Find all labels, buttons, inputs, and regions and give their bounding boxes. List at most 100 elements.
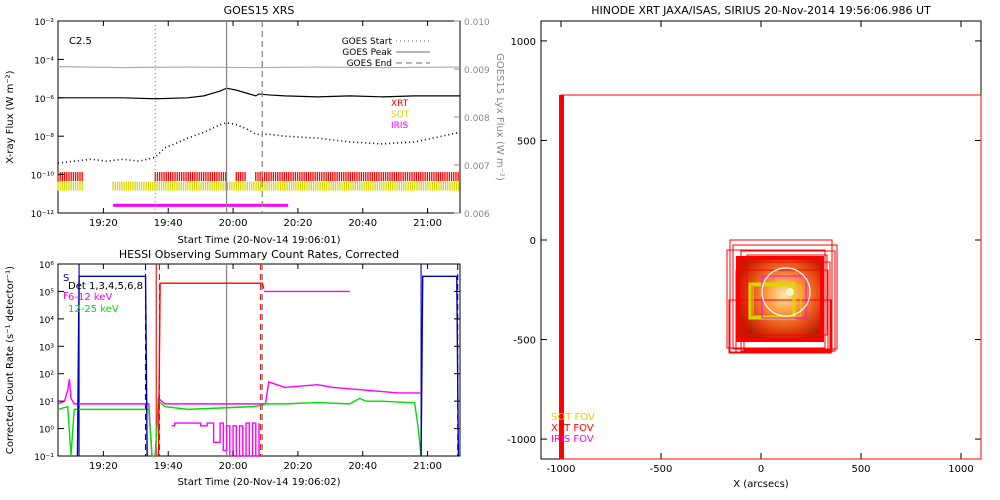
xrt-fov-box — [736, 256, 824, 342]
xrt-fov-box — [735, 269, 829, 353]
goes-y2tick-label: 0.010 — [464, 18, 490, 28]
hessi-legend-high: 12-25 keV — [68, 304, 119, 315]
xrt-fov-edge — [559, 95, 564, 459]
goes-y2label: GOES15 Lyx Flux (W m⁻²) — [494, 53, 505, 181]
goes-series-group — [57, 21, 461, 213]
goes-ytick-label: 10⁻⁸ — [34, 133, 54, 143]
goes-instrument-label: IRIS — [391, 121, 409, 131]
hessi-ytick-label: 10³ — [39, 343, 54, 353]
goes-ytick-label: 10⁻² — [34, 18, 54, 28]
hessi-xtick-label: 20:40 — [348, 461, 377, 472]
xrt-map-title: HINODE XRT JAXA/ISAS, SIRIUS 20-Nov-2014… — [591, 4, 931, 17]
hessi-xlabel: Start Time (20-Nov-14 19:06:02) — [177, 477, 340, 488]
xrt-ytick-label: 500 — [517, 136, 536, 147]
xrt-xtick-label: 1000 — [948, 464, 973, 475]
hessi-series-line-4 — [157, 282, 265, 457]
goes-y2tick-label: 0.008 — [464, 114, 490, 124]
xrt-xtick-label: -1000 — [546, 464, 575, 475]
xrt-ytick-label: 0 — [530, 236, 536, 247]
coverage-bar-iris — [113, 203, 289, 207]
hessi-xtick-label: 19:20 — [89, 461, 118, 472]
flare-circle — [761, 267, 811, 317]
xrt-xtick-label: 0 — [758, 464, 764, 475]
xrt-image-patch — [738, 258, 822, 340]
coverage-bar-sot — [112, 181, 286, 191]
active-region-cluster — [726, 239, 838, 354]
goes-ytick-label: 10⁻¹² — [31, 210, 55, 220]
hessi-ticks-group: 19:20 19:40 20:00 20:20 20:40 21:00 10⁶ 10⁵ 10⁴ 1… — [34, 261, 460, 472]
xrt-xtick-label: 500 — [851, 464, 870, 475]
coverage-bar-sot — [57, 181, 83, 191]
legend-xrt-fov: XRT FOV — [551, 423, 594, 434]
hessi-series-line-0 — [57, 379, 422, 457]
hessi-legend-f: F — [63, 291, 69, 302]
goes-y2tick-label: 0.006 — [464, 210, 490, 220]
hessi-series-line-3 — [420, 275, 460, 457]
goes-xtick-label: 20:00 — [219, 218, 248, 229]
coverage-bar-xrt — [255, 172, 459, 182]
hessi-panel: HESSI Observing Summary Count Rates, Cor… — [5, 248, 461, 488]
xrt-ytick-label: -500 — [513, 336, 536, 347]
goes-xlabel: Start Time (20-Nov-14 19:06:01) — [177, 235, 340, 246]
hessi-series-line-1 — [57, 397, 422, 457]
xrt-map-ticks-group: -1000 -500 0 500 1000 1000 500 0 -500 -1000 — [507, 21, 981, 475]
hessi-series-line-6 — [171, 422, 260, 457]
xrt-ytick-label: -1000 — [507, 435, 536, 446]
xrt-fov-box — [746, 254, 828, 336]
hessi-ytick-label: 10¹ — [39, 398, 54, 408]
goes-legend-label: GOES Start — [342, 37, 393, 47]
goes-series-line-0 — [58, 87, 460, 100]
hessi-ytick-label: 10⁰ — [39, 426, 54, 436]
hessi-legend: S F Det 1,3,4,5,6,8 6-12 keV 12-25 keV — [63, 273, 143, 315]
goes-flare-class: C2.5 — [69, 36, 92, 47]
xrt-map-xlabel: X (arcsecs) — [733, 479, 789, 490]
hessi-xtick-label: 19:40 — [154, 461, 183, 472]
hessi-ytick-label: 10² — [39, 371, 54, 381]
hessi-xtick-label: 20:00 — [219, 461, 248, 472]
hessi-legend-low: 6-12 keV — [68, 292, 112, 303]
hessi-xtick-label: 20:20 — [283, 461, 312, 472]
goes-ytick-label: 10⁻¹⁰ — [31, 172, 55, 182]
goes-ticks-group: 19:20 19:40 20:00 20:20 20:40 21:00 10⁻² 10⁻⁴ 10… — [31, 18, 490, 229]
hessi-ytick-label: 10⁴ — [39, 316, 54, 326]
coverage-bar-sot — [284, 181, 460, 191]
goes-legend-label: GOES Peak — [342, 48, 392, 58]
goes-xtick-label: 21:00 — [413, 218, 442, 229]
coverage-bar-xrt — [235, 172, 246, 182]
xrt-ytick-label: 1000 — [511, 37, 536, 48]
sot-fov-box — [752, 285, 802, 317]
goes-xtick-label: 19:40 — [154, 218, 183, 229]
hessi-ytick-label: 10⁶ — [39, 261, 54, 271]
xrt-fov-box — [728, 299, 832, 354]
flare-kernel — [786, 288, 794, 296]
goes-y2tick-label: 0.007 — [464, 162, 490, 172]
xrt-map-panel: HINODE XRT JAXA/ISAS, SIRIUS 20-Nov-2014… — [507, 4, 982, 490]
hessi-title: HESSI Observing Summary Count Rates, Cor… — [119, 248, 399, 261]
xrt-xtick-label: -500 — [650, 464, 673, 475]
goes-instrument-label: SOT — [391, 110, 410, 120]
goes-ylabel: X-ray Flux (W m⁻²) — [5, 70, 16, 163]
xrt-fov-box — [732, 244, 838, 350]
goes-xtick-label: 20:40 — [348, 218, 377, 229]
coverage-bar-xrt — [154, 172, 227, 182]
hessi-ytick-label: 10⁻¹ — [34, 453, 54, 463]
hessi-xtick-label: 21:00 — [413, 461, 442, 472]
hessi-ylabel: Corrected Count Rate (s⁻¹ detector⁻¹) — [5, 266, 16, 454]
goes-series-line-2 — [57, 66, 461, 69]
goes-legend-label: GOES End — [347, 59, 392, 69]
xrt-fov-box — [726, 249, 826, 349]
xrt-fov-box — [740, 250, 836, 352]
xrt-fov-box — [743, 261, 831, 351]
goes-xtick-label: 20:20 — [283, 218, 312, 229]
hessi-legend-s: S — [63, 273, 69, 284]
goes-y2tick-label: 0.009 — [464, 66, 490, 76]
hessi-series-line-2 — [76, 275, 148, 457]
goes-ytick-label: 10⁻⁴ — [34, 56, 54, 66]
goes-xtick-label: 19:20 — [89, 218, 118, 229]
legend-sot-fov: SOT FOV — [551, 412, 595, 423]
hessi-legend-det: Det 1,3,4,5,6,8 — [68, 281, 143, 292]
goes-title: GOES15 XRS — [224, 4, 295, 17]
goes-panel: GOES15 XRS Start Time (20-Nov-14 19:06:0… — [5, 4, 505, 246]
